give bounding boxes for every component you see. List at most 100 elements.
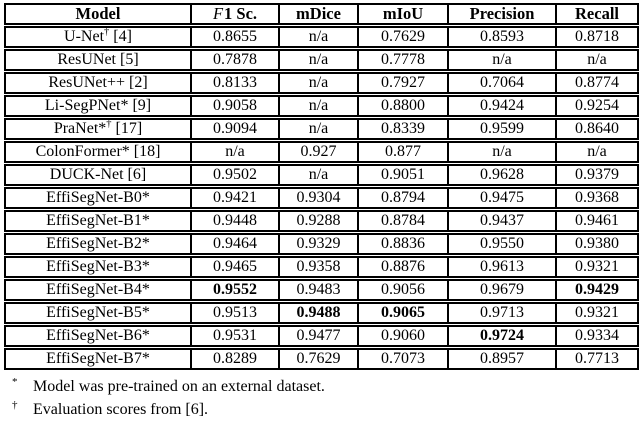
- value-cell: 0.9329: [278, 232, 358, 258]
- value-cell: 0.7713: [555, 347, 639, 370]
- results-table: Model F1 Sc. mDice mIoU Precision Recall…: [4, 3, 639, 370]
- value-cell: 0.7927: [357, 71, 448, 97]
- value-cell: 0.9334: [555, 324, 639, 350]
- value-cell: 0.9304: [278, 186, 358, 212]
- value-cell: 0.8794: [357, 186, 448, 212]
- value-cell: 0.9464: [190, 232, 279, 258]
- model-citation: [4]: [113, 28, 132, 45]
- footnote-eval-scores-text: Evaluation scores from [6].: [33, 401, 209, 418]
- model-name: PraNet*: [53, 120, 107, 137]
- table-row: EffiSegNet-B4* 0.9552 0.9483 0.9056 0.96…: [4, 278, 639, 304]
- col-header-f1-score: F1 Sc.: [190, 3, 279, 28]
- col-header-miou: mIoU: [357, 3, 448, 28]
- value-cell: n/a: [278, 94, 358, 120]
- model-citation: [9]: [132, 97, 152, 114]
- value-cell: 0.7878: [190, 48, 279, 74]
- col-header-model: Model: [4, 3, 191, 28]
- value-cell: 0.9288: [278, 209, 358, 235]
- value-cell: 0.7778: [357, 48, 448, 74]
- value-cell: 0.8655: [190, 25, 279, 51]
- table-row: U-Net† [4] 0.8655 n/a 0.7629 0.8593 0.871…: [4, 25, 639, 51]
- results-table-body: U-Net† [4] 0.8655 n/a 0.7629 0.8593 0.871…: [4, 25, 639, 370]
- value-cell: 0.9421: [190, 186, 279, 212]
- value-cell: 0.9065: [357, 301, 448, 327]
- value-cell: 0.9713: [447, 301, 556, 327]
- model-name: EffiSegNet-B1*: [46, 212, 150, 229]
- model-citation: [6]: [127, 166, 147, 183]
- model-dagger-sup: †: [106, 118, 112, 130]
- model-name: ResUNet++: [48, 74, 126, 91]
- model-dagger-sup: †: [104, 26, 110, 38]
- value-cell: 0.9613: [447, 255, 556, 281]
- value-cell: 0.8876: [357, 255, 448, 281]
- value-cell: 0.9368: [555, 186, 639, 212]
- value-cell: 0.8339: [357, 117, 448, 143]
- value-cell: 0.9475: [447, 186, 556, 212]
- value-cell: 0.9531: [190, 324, 279, 350]
- value-cell: 0.9429: [555, 278, 639, 304]
- value-cell: n/a: [190, 140, 279, 166]
- value-cell: n/a: [278, 48, 358, 74]
- value-cell: 0.7629: [278, 347, 358, 370]
- value-cell: 0.9380: [555, 232, 639, 258]
- value-cell: 0.9321: [555, 301, 639, 327]
- value-cell: 0.877: [357, 140, 448, 166]
- model-cell: DUCK-Net [6]: [4, 163, 191, 189]
- model-cell: Li-SegPNet* [9]: [4, 94, 191, 120]
- value-cell: 0.9550: [447, 232, 556, 258]
- value-cell: 0.9483: [278, 278, 358, 304]
- model-cell: EffiSegNet-B7*: [4, 347, 191, 370]
- model-name: ResUNet: [57, 51, 116, 68]
- f1-italic-letter: F: [212, 4, 224, 23]
- paper-table-figure: Model F1 Sc. mDice mIoU Precision Recall…: [0, 3, 640, 424]
- value-cell: 0.9477: [278, 324, 358, 350]
- value-cell: 0.9461: [555, 209, 639, 235]
- table-row: PraNet*† [17] 0.9094 n/a 0.8339 0.9599 0.…: [4, 117, 639, 143]
- value-cell: 0.927: [278, 140, 358, 166]
- model-cell: ResUNet [5]: [4, 48, 191, 74]
- value-cell: 0.8957: [447, 347, 556, 370]
- model-cell: EffiSegNet-B6*: [4, 324, 191, 350]
- value-cell: 0.9358: [278, 255, 358, 281]
- footnote-eval-scores: † Evaluation scores from [6].: [12, 398, 209, 418]
- value-cell: 0.9502: [190, 163, 279, 189]
- table-row: Li-SegPNet* [9] 0.9058 n/a 0.8800 0.9424 …: [4, 94, 639, 120]
- value-cell: 0.8836: [357, 232, 448, 258]
- value-cell: n/a: [278, 25, 358, 51]
- table-row: EffiSegNet-B7* 0.8289 0.7629 0.7073 0.89…: [4, 347, 639, 370]
- model-name: EffiSegNet-B3*: [46, 258, 150, 275]
- col-header-mdice: mDice: [278, 3, 358, 28]
- header-row: Model F1 Sc. mDice mIoU Precision Recall: [4, 3, 639, 28]
- table-row: ColonFormer* [18] n/a 0.927 0.877 n/a n/a: [4, 140, 639, 166]
- value-cell: 0.7073: [357, 347, 448, 370]
- value-cell: 0.9552: [190, 278, 279, 304]
- table-row: EffiSegNet-B5* 0.9513 0.9488 0.9065 0.97…: [4, 301, 639, 327]
- model-citation: [5]: [120, 51, 139, 68]
- footnotes: * Model was pre-trained on an external da…: [12, 375, 640, 421]
- table-row: EffiSegNet-B3* 0.9465 0.9358 0.8876 0.96…: [4, 255, 639, 281]
- model-cell: EffiSegNet-B2*: [4, 232, 191, 258]
- table-row: EffiSegNet-B2* 0.9464 0.9329 0.8836 0.95…: [4, 232, 639, 258]
- value-cell: 0.8640: [555, 117, 639, 143]
- value-cell: n/a: [278, 71, 358, 97]
- model-name: EffiSegNet-B5*: [46, 304, 150, 321]
- value-cell: 0.9437: [447, 209, 556, 235]
- table-row: EffiSegNet-B6* 0.9531 0.9477 0.9060 0.97…: [4, 324, 639, 350]
- table-row: EffiSegNet-B1* 0.9448 0.9288 0.8784 0.94…: [4, 209, 639, 235]
- value-cell: 0.9599: [447, 117, 556, 143]
- value-cell: 0.8774: [555, 71, 639, 97]
- model-name: EffiSegNet-B6*: [46, 327, 150, 344]
- f1-header-rest: 1 Sc.: [224, 4, 258, 23]
- model-name: DUCK-Net: [49, 166, 124, 183]
- value-cell: 0.9488: [278, 301, 358, 327]
- value-cell: 0.9321: [555, 255, 639, 281]
- footnote-pretrained-text: Model was pre-trained on an external dat…: [33, 378, 325, 395]
- model-cell: ColonFormer* [18]: [4, 140, 191, 166]
- value-cell: 0.8289: [190, 347, 279, 370]
- value-cell: 0.7064: [447, 71, 556, 97]
- value-cell: 0.9513: [190, 301, 279, 327]
- value-cell: n/a: [278, 117, 358, 143]
- value-cell: 0.9724: [447, 324, 556, 350]
- model-name: EffiSegNet-B7*: [46, 350, 150, 367]
- model-cell: EffiSegNet-B3*: [4, 255, 191, 281]
